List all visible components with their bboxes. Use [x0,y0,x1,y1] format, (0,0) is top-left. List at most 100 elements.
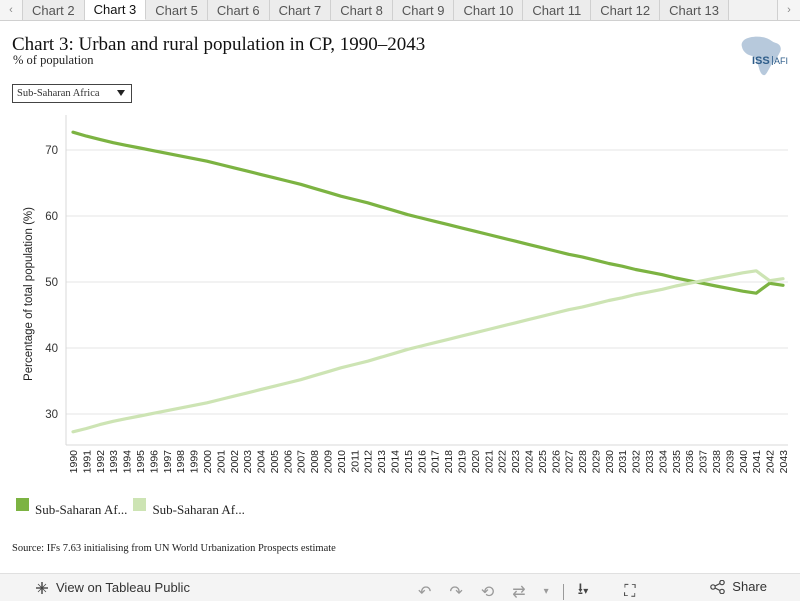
x-tick-label: 2039 [724,450,736,474]
tab-chart-5[interactable]: Chart 5 [146,0,208,20]
x-tick-label: 2003 [242,450,254,474]
x-tick-label: 2035 [671,450,683,474]
x-tick-label: 2032 [631,450,643,474]
refresh-icon[interactable]: ⇄ [512,582,525,602]
fullscreen-icon[interactable]: ⛶ [624,583,635,601]
toolbar: ↶ ↷ ⟲ ⇄ ▾ ⭳▾ ⛶ [418,578,654,605]
share-label: Share [732,579,767,594]
legend-item[interactable]: Sub-Saharan Af... [133,496,244,512]
share-icon [710,580,726,594]
x-tick-label: 1990 [68,450,80,474]
y-tick-label: 40 [45,343,58,355]
africa-map-icon: ISS AFI [738,34,790,78]
x-tick-label: 2033 [644,450,656,474]
x-tick-label: 1992 [95,450,107,474]
legend-swatch [16,498,29,511]
tableau-logo-icon [35,581,49,595]
x-tick-label: 2001 [215,450,227,474]
tab-scroll-right-button[interactable]: › [777,0,800,20]
x-tick-label: 2017 [430,450,442,474]
x-tick-label: 2009 [323,450,335,474]
x-tick-label: 2011 [349,450,361,473]
x-tick-label: 2000 [202,450,214,474]
x-tick-label: 2034 [657,450,669,474]
x-tick-label: 2038 [711,450,723,474]
legend-swatch [133,498,146,511]
x-tick-label: 2020 [470,450,482,474]
x-tick-label: 2006 [282,450,294,474]
x-tick-label: 2031 [617,450,629,474]
series-line-2 [73,271,783,432]
x-tick-label: 1996 [148,450,160,474]
x-tick-label: 1997 [162,450,174,474]
tab-chart-11[interactable]: Chart 11 [523,0,591,20]
y-tick-label: 50 [45,277,58,289]
legend-item[interactable]: Sub-Saharan Af... [16,496,127,512]
toolbar-divider [563,584,564,600]
tab-chart-2[interactable]: Chart 2 [23,0,85,20]
x-tick-label: 2042 [765,450,777,474]
tab-chart-8[interactable]: Chart 8 [331,0,393,20]
x-tick-label: 1998 [175,450,187,474]
source-note: Source: IFs 7.63 initialising from UN Wo… [12,543,336,554]
x-tick-label: 2030 [604,450,616,474]
legend-label: Sub-Saharan Af... [152,502,244,518]
tab-chart-3[interactable]: Chart 3 [85,0,147,20]
tab-chart-7[interactable]: Chart 7 [270,0,332,20]
x-tick-label: 2014 [390,450,402,474]
y-axis-label: Percentage of total population (%) [23,207,35,381]
page-subtitle: % of population [13,53,94,68]
x-tick-label: 2040 [738,450,750,474]
series-line-1 [73,132,783,293]
x-tick-label: 1991 [81,450,93,474]
x-tick-label: 2027 [564,450,576,474]
chart-legend: Sub-Saharan Af... Sub-Saharan Af... [16,496,251,512]
x-tick-label: 2043 [778,450,790,474]
x-tick-label: 2012 [363,450,375,474]
region-filter-value: Sub-Saharan Africa [17,88,100,99]
x-tick-label: 2026 [550,450,562,474]
logo-text-iss: ISS [752,55,770,67]
chevron-right-icon: › [787,4,791,16]
x-tick-label: 2037 [698,450,710,474]
pause-dropdown-icon[interactable]: ▾ [544,586,549,597]
iss-afi-logo: ISS AFI [738,34,790,78]
tab-chart-13[interactable]: Chart 13 [660,0,729,20]
share-button[interactable]: Share [710,579,767,594]
tab-chart-12[interactable]: Chart 12 [591,0,660,20]
x-tick-label: 2019 [456,450,468,474]
x-tick-label: 2036 [684,450,696,474]
tab-chart-6[interactable]: Chart 6 [208,0,270,20]
x-tick-label: 2005 [269,450,281,474]
x-tick-label: 2022 [497,450,509,474]
caret-down-icon [117,90,125,96]
x-tick-label: 2023 [510,450,522,474]
x-tick-label: 2010 [336,450,348,474]
x-tick-label: 2021 [483,450,495,474]
tab-chart-9[interactable]: Chart 9 [393,0,455,20]
x-tick-label: 2013 [376,450,388,474]
tab-chart-10[interactable]: Chart 10 [454,0,523,20]
view-on-tableau-link[interactable]: View on Tableau Public [0,580,190,595]
x-tick-label: 2024 [523,450,535,474]
region-filter-dropdown[interactable]: Sub-Saharan Africa [12,84,132,103]
revert-icon[interactable]: ⟲ [481,582,494,602]
x-tick-label: 1995 [135,450,147,474]
x-tick-label: 2025 [537,450,549,474]
x-tick-label: 2029 [590,450,602,474]
redo-icon[interactable]: ↷ [449,582,462,602]
undo-icon[interactable]: ↶ [418,582,431,602]
tableau-footer: View on Tableau Public ↶ ↷ ⟲ ⇄ ▾ ⭳▾ ⛶ Sh… [0,573,800,601]
y-tick-label: 70 [45,145,58,157]
x-tick-label: 2007 [296,450,308,474]
x-tick-label: 2008 [309,450,321,474]
x-tick-label: 2004 [256,450,268,474]
y-tick-label: 30 [45,409,58,421]
download-icon[interactable]: ⭳▾ [578,578,607,605]
x-tick-label: 2041 [751,450,763,474]
tab-scroll-left-button[interactable]: ‹ [0,0,23,20]
x-tick-label: 2016 [416,450,428,474]
legend-label: Sub-Saharan Af... [35,502,127,518]
